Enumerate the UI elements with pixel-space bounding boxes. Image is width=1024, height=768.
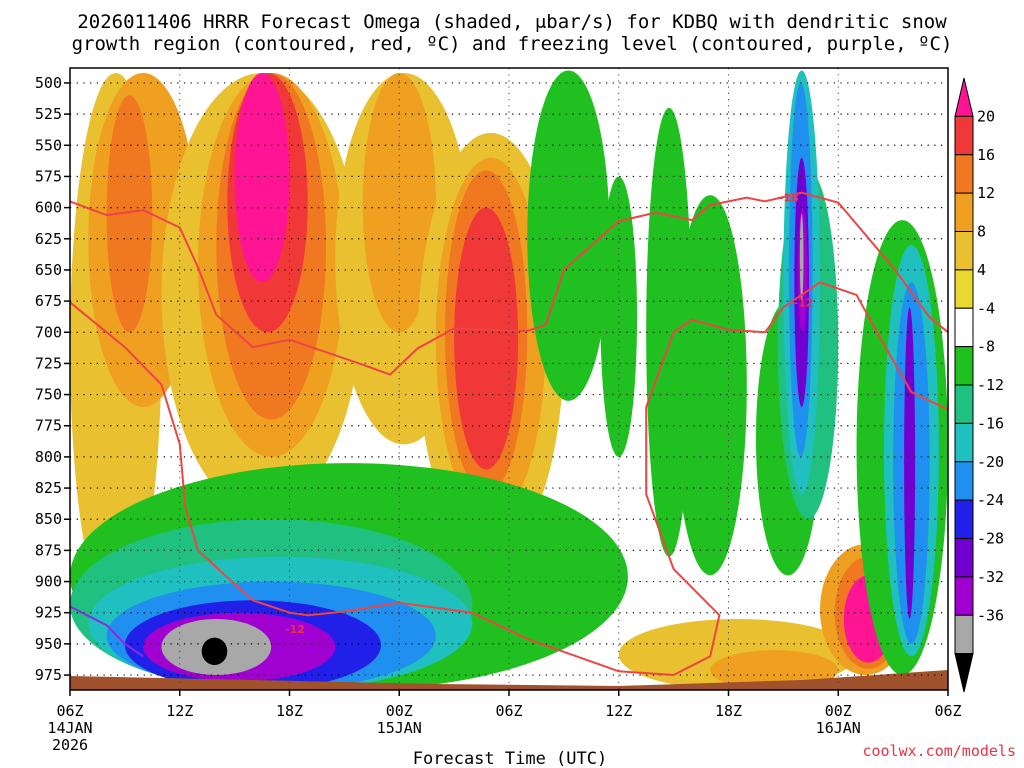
x-tick-label-5: 12Z	[605, 702, 632, 720]
colorbar-label-2: 12	[977, 184, 995, 202]
freezing-contour-0	[70, 605, 144, 658]
colorbar-label-12: -32	[977, 568, 1004, 586]
colorbar-label-5: -4	[977, 299, 995, 317]
y-tick-label-575: 575	[35, 167, 62, 185]
x-tick-year-0: 2026	[52, 736, 88, 754]
y-tick-label-875: 875	[35, 541, 62, 559]
omega-region-14	[527, 70, 610, 401]
colorbar-swatch-6	[954, 307, 974, 348]
colorbar-swatch-8	[954, 384, 974, 424]
colorbar-swatch-11	[954, 499, 974, 539]
y-axis: 500 525 550 575 600 625 650 675 700 725 750 775 800 8…	[35, 74, 70, 684]
colorbar-label-10: -24	[977, 491, 1004, 509]
chart-title-line2: growth region (contoured, red, ºC) and f…	[72, 33, 953, 55]
omega-region-41	[904, 307, 916, 619]
colorbar-label-7: -12	[977, 376, 1004, 394]
x-tick-label-7: 00Z	[825, 702, 852, 720]
y-tick-label-975: 975	[35, 666, 62, 684]
y-tick-label-550: 550	[35, 136, 62, 154]
colorbar-label-4: 4	[977, 261, 986, 279]
dgz-contour-1	[70, 281, 948, 677]
colorbar-label-0: 20	[977, 107, 995, 125]
colorbar-swatch-9	[954, 422, 974, 463]
x-tick-label-4: 06Z	[495, 702, 522, 720]
colorbar: 20 16 12 8 4 -4 -8 -12 -16 -20 -24 -28 -32 -36	[954, 77, 1004, 693]
y-tick-label-650: 650	[35, 261, 62, 279]
x-tick-label-6: 18Z	[715, 702, 742, 720]
colorbar-swatch-3	[954, 192, 974, 232]
colorbar-label-8: -16	[977, 414, 1004, 432]
y-tick-label-800: 800	[35, 448, 62, 466]
y-tick-label-925: 925	[35, 604, 62, 622]
colorbar-swatch-7	[954, 346, 974, 386]
x-tick-label-3: 00Z	[386, 702, 413, 720]
contour-label-1: -18	[779, 192, 799, 205]
dgz-contour-0	[70, 191, 948, 376]
x-tick-label-2: 18Z	[276, 702, 303, 720]
colorbar-swatch-4	[954, 231, 974, 271]
colorbar-label-11: -28	[977, 530, 1004, 548]
y-tick-label-825: 825	[35, 479, 62, 497]
x-tick-label-8: 06Z	[934, 702, 961, 720]
colorbar-swatch-0	[954, 77, 974, 117]
colorbar-swatch-5	[954, 269, 974, 309]
y-tick-label-850: 850	[35, 510, 62, 528]
y-tick-label-725: 725	[35, 354, 62, 372]
colorbar-swatch-10	[954, 461, 974, 501]
x-tick-date-7: 16JAN	[816, 719, 861, 737]
dgz-contours: -12 -18 -12	[70, 191, 948, 677]
colorbar-label-9: -20	[977, 453, 1004, 471]
colorbar-label-1: 16	[977, 146, 995, 164]
colorbar-label-6: -8	[977, 338, 995, 356]
colorbar-swatch-13	[954, 576, 974, 616]
x-tick-date-3: 15JAN	[377, 719, 422, 737]
omega-region-9	[362, 72, 436, 333]
omega-region-2	[106, 95, 153, 333]
colorbar-swatch-14	[954, 614, 974, 655]
y-tick-label-600: 600	[35, 199, 62, 217]
gridlines	[70, 68, 948, 690]
y-tick-label-675: 675	[35, 292, 62, 310]
terrain-polygon	[70, 670, 948, 690]
colorbar-swatch-2	[954, 154, 974, 194]
credit-text: coolwx.com/models	[862, 742, 1016, 760]
y-tick-label-950: 950	[35, 635, 62, 653]
y-tick-label-500: 500	[35, 74, 62, 92]
colorbar-swatch-15	[954, 653, 974, 693]
omega-region-32	[201, 637, 228, 666]
colorbar-swatch-12	[954, 538, 974, 578]
y-tick-label-625: 625	[35, 230, 62, 248]
y-tick-label-525: 525	[35, 105, 62, 123]
colorbar-label-3: 8	[977, 223, 986, 241]
x-tick-date-0: 14JAN	[47, 719, 92, 737]
omega-region-17	[673, 195, 747, 576]
contour-label-2: -12	[794, 296, 814, 309]
omega-region-13	[454, 207, 519, 470]
colorbar-swatch-1	[954, 115, 974, 156]
omega-region-24	[799, 213, 804, 302]
x-axis-label: Forecast Time (UTC)	[413, 749, 607, 768]
colorbar-label-13: -36	[977, 606, 1004, 624]
y-tick-label-900: 900	[35, 573, 62, 591]
terrain-fill	[70, 670, 948, 690]
chart-title-line1: 2026011406 HRRR Forecast Omega (shaded, …	[77, 11, 947, 33]
y-tick-label-750: 750	[35, 386, 62, 404]
x-tick-label-1: 12Z	[166, 702, 193, 720]
plot-area: -12 -18 -12	[70, 68, 948, 690]
contour-label-0: -12	[285, 623, 305, 636]
omega-shading	[70, 70, 948, 690]
y-tick-label-700: 700	[35, 323, 62, 341]
x-tick-label-0: 06Z	[56, 702, 83, 720]
omega-region-7	[234, 72, 290, 283]
y-tick-label-775: 775	[35, 417, 62, 435]
